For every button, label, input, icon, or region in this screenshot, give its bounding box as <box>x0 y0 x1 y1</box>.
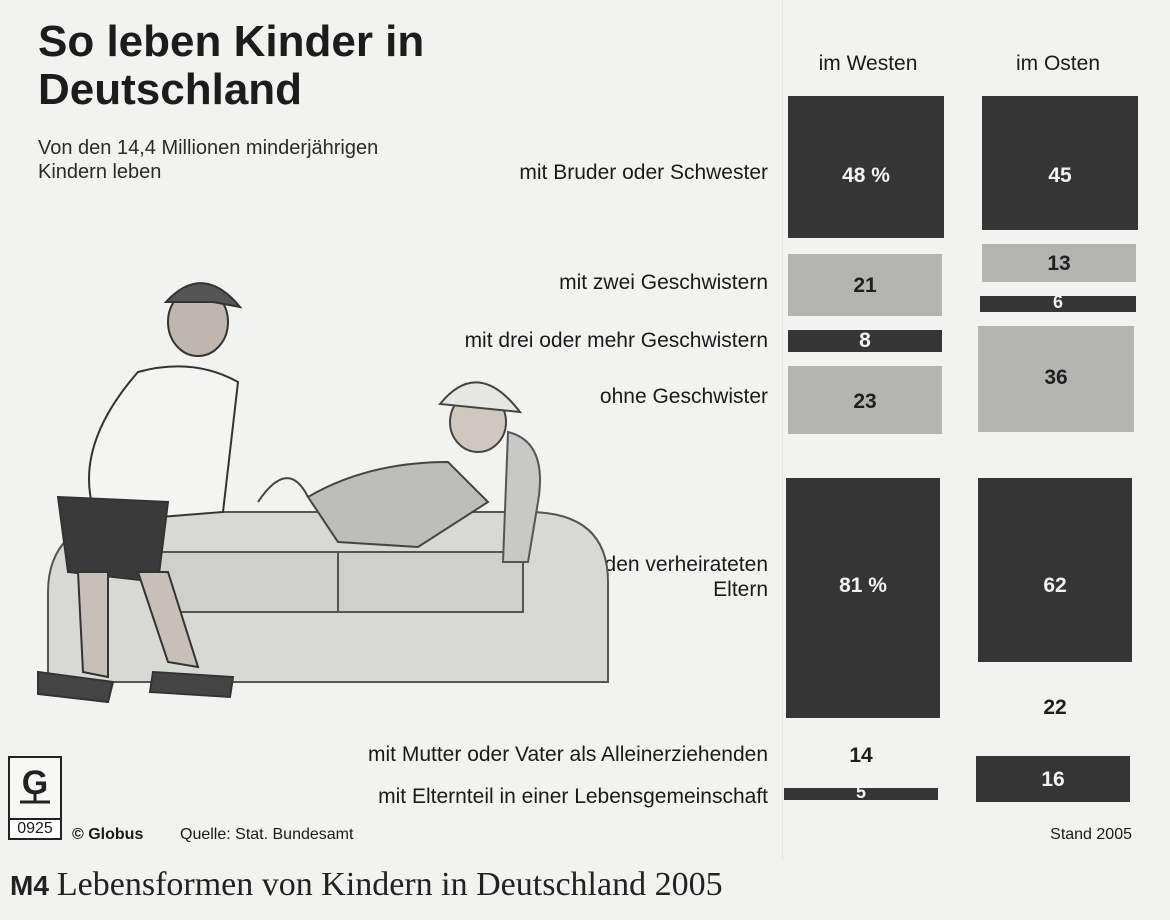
value-east-married: 62 <box>1043 574 1067 597</box>
bar-west-siblings-three <box>788 330 942 352</box>
value-east-single-parent: 22 <box>1043 696 1067 719</box>
bar-east-married <box>978 478 1132 662</box>
globus-logo: G 0925 <box>8 756 62 840</box>
figure-caption: M4 Lebensformen von Kindern in Deutschlan… <box>10 866 723 904</box>
chart-subtitle: Von den 14,4 Millionen minderjährigen Ki… <box>38 137 379 183</box>
row-label-single-parent: mit Mutter oder Vater als Alleinerziehen… <box>368 743 768 766</box>
bar-west-siblings-one <box>788 96 944 238</box>
logo-code: 0925 <box>10 818 60 838</box>
row-label-partnership: mit Elternteil in einer Lebensgemeinscha… <box>378 785 768 808</box>
value-west-siblings-three: 8 <box>859 329 871 352</box>
value-west-siblings-two: 21 <box>853 274 877 297</box>
caption-text: Lebensformen von Kindern in Deutschland … <box>56 866 723 903</box>
bar-east-siblings-three <box>980 296 1136 312</box>
bar-east-no-siblings <box>978 326 1134 432</box>
page-divider <box>782 0 783 860</box>
source-note: Quelle: Stat. Bundesamt <box>180 826 354 843</box>
bar-west-partnership <box>784 788 938 800</box>
bar-west-no-siblings <box>788 366 942 434</box>
bar-east-siblings-one <box>982 96 1138 230</box>
globus-g-icon: G <box>20 764 50 804</box>
chart-title: So leben Kinder in Deutschland <box>38 17 425 114</box>
girl <box>257 381 523 549</box>
row-label-siblings-three: mit drei oder mehr Geschwistern <box>464 329 768 352</box>
value-east-partnership: 16 <box>1041 768 1065 791</box>
value-west-no-siblings: 23 <box>853 390 877 413</box>
bar-east-siblings-two <box>982 244 1136 282</box>
value-west-siblings-one: 48 % <box>842 164 890 187</box>
value-east-siblings-three: 6 <box>1052 292 1063 312</box>
value-west-married: 81 % <box>839 574 887 597</box>
row-label-married: bei den verheirateten Eltern <box>570 553 768 601</box>
value-east-siblings-one: 45 <box>1048 164 1072 187</box>
column-header-west: im Westen <box>818 52 918 75</box>
boy <box>37 282 243 704</box>
caption-mark: M4 <box>10 870 49 901</box>
value-east-no-siblings: 36 <box>1044 366 1068 389</box>
row-label-siblings-one: mit Bruder oder Schwester <box>519 161 768 184</box>
children-on-sofa-illustration <box>37 282 609 704</box>
bar-west-siblings-two <box>788 254 942 316</box>
value-west-single-parent: 14 <box>849 744 873 767</box>
bar-east-partnership <box>976 756 1130 802</box>
value-west-partnership: 5 <box>855 782 866 802</box>
bar-west-married <box>786 478 940 718</box>
date-note: Stand 2005 <box>1050 826 1132 843</box>
publisher-credit: © Globus <box>72 826 144 843</box>
value-east-siblings-two: 13 <box>1047 252 1071 275</box>
column-header-east: im Osten <box>1015 52 1101 75</box>
row-label-no-siblings: ohne Geschwister <box>599 385 768 408</box>
row-label-siblings-two: mit zwei Geschwistern <box>559 271 768 294</box>
